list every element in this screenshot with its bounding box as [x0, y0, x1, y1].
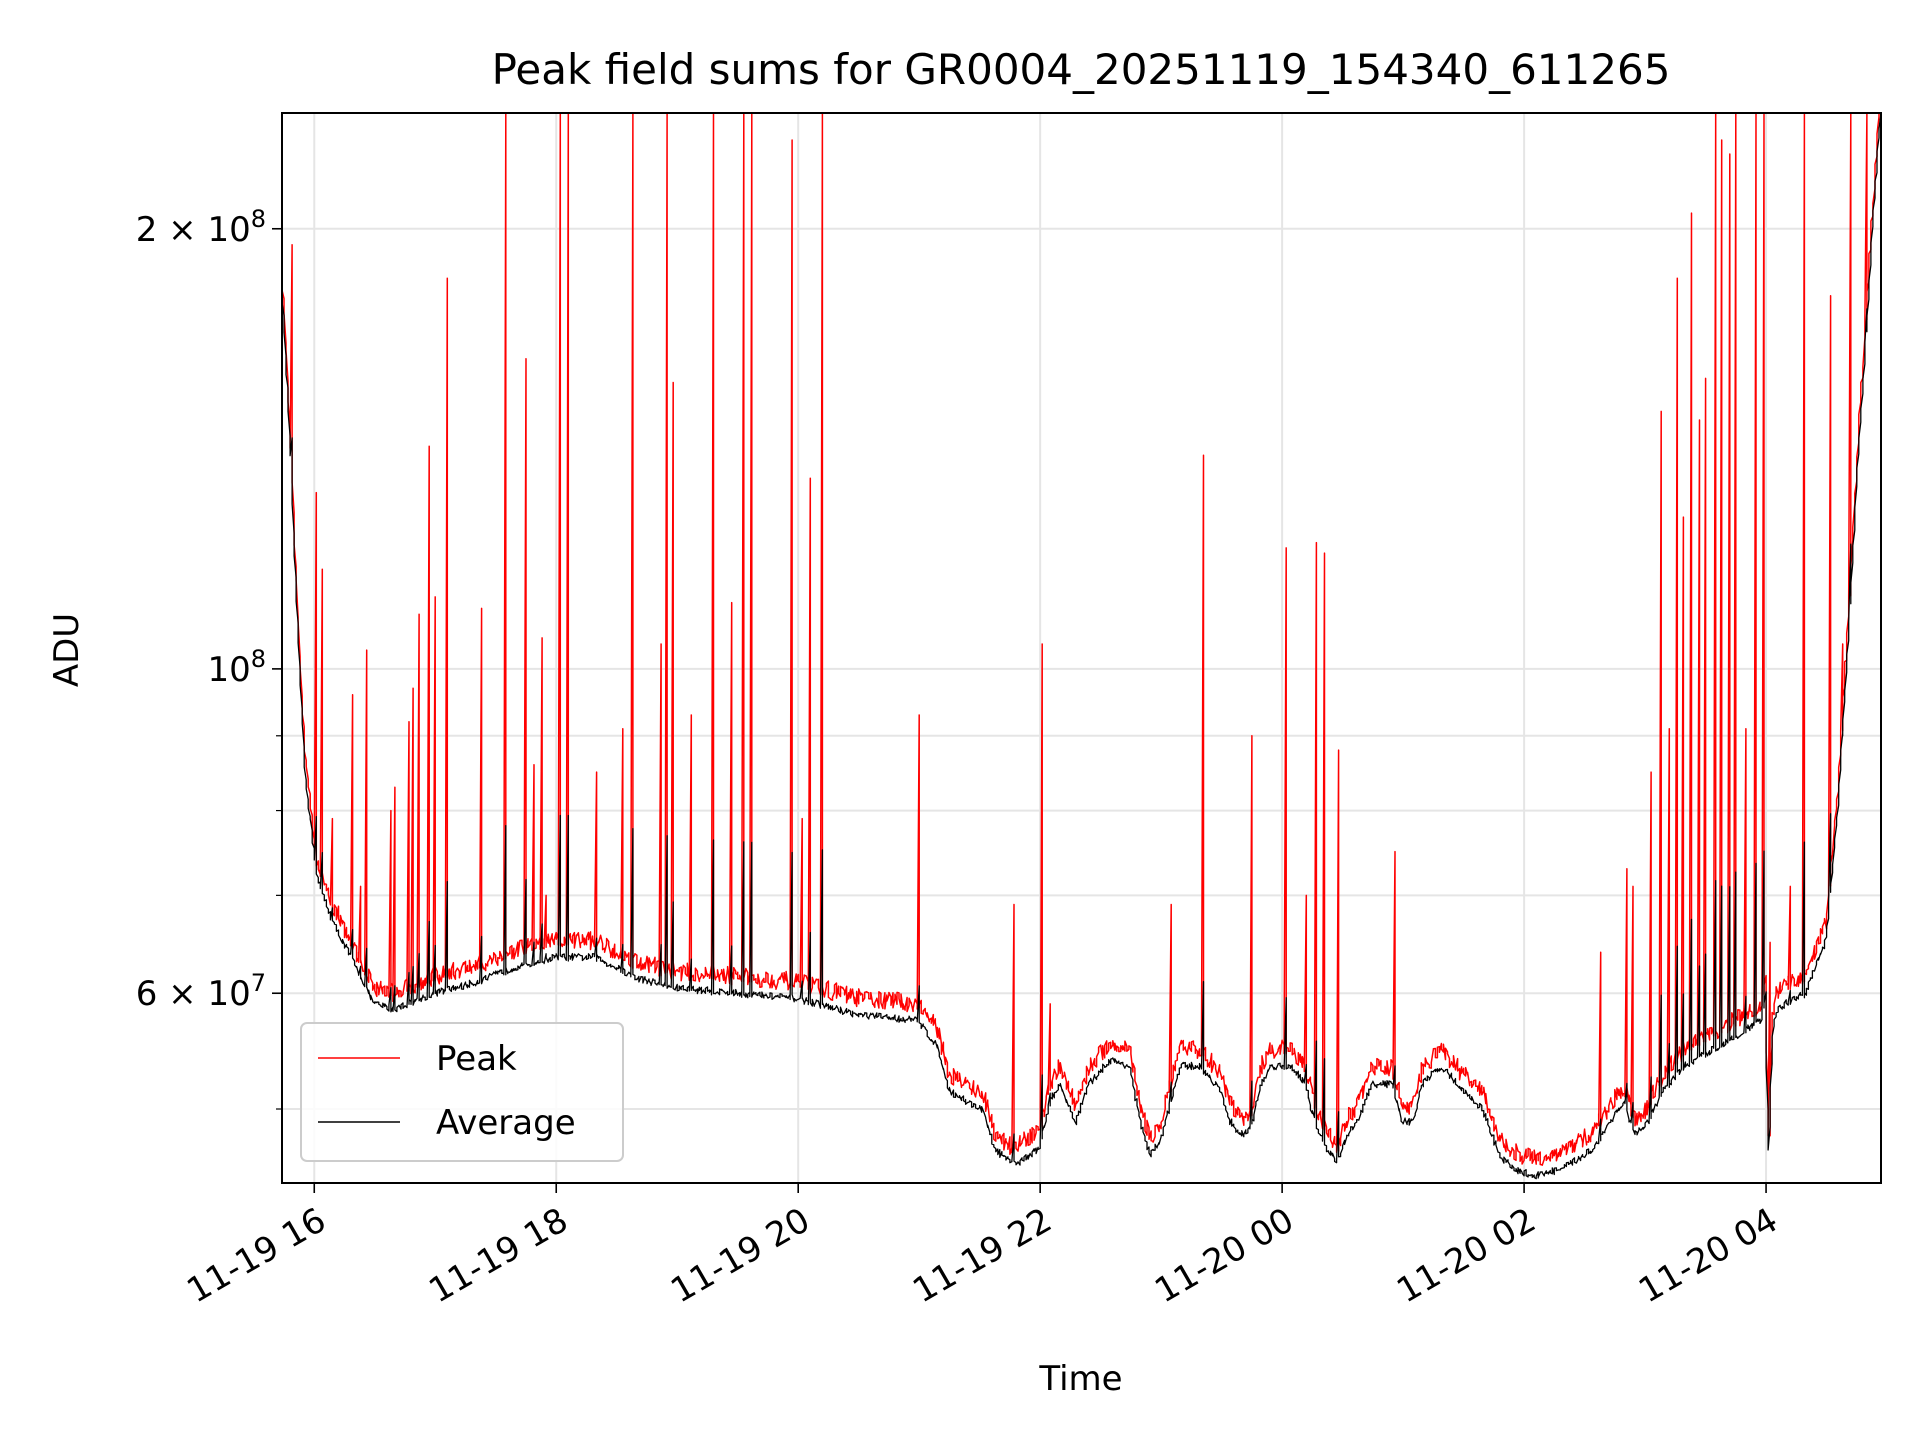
y-tick-label: 108: [207, 645, 266, 690]
legend-peak-label: Peak: [436, 1039, 517, 1079]
series-line-average: [282, 113, 1881, 1180]
series-layer: [282, 113, 1881, 1180]
y-axis-ticks: 2 × 108 108 6 × 107: [136, 205, 282, 1110]
y-tick-label: 2 × 108: [136, 205, 266, 250]
legend-average-label: Average: [436, 1103, 576, 1143]
y-tick-label: 6 × 107: [136, 969, 266, 1014]
series-line-peak: [282, 113, 1880, 1167]
legend: Peak Average: [300, 1022, 624, 1162]
x-axis-label: Time: [1038, 1359, 1122, 1399]
chart-title: Peak field sums for GR0004_20251119_1543…: [492, 45, 1671, 94]
y-axis-label: ADU: [47, 613, 87, 687]
plot-frame: [281, 112, 1882, 1184]
